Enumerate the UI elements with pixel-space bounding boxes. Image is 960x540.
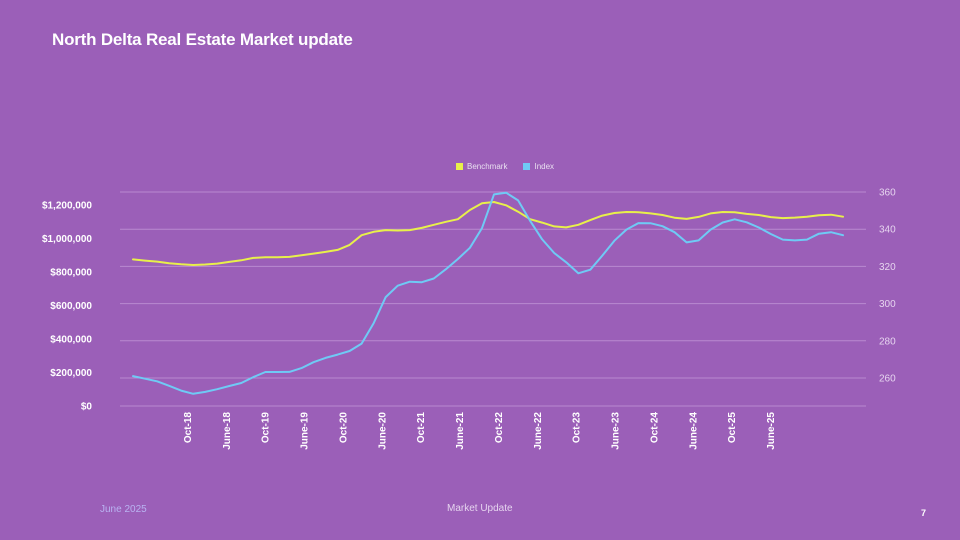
x-tick-label: Oct-18 — [183, 412, 194, 444]
x-tick-label: June-23 — [611, 412, 622, 450]
footer-title: Market Update — [447, 503, 513, 514]
footer-date: June 2025 — [100, 504, 147, 515]
legend-item-index: Index — [523, 162, 554, 171]
y-right-tick-label: 280 — [879, 336, 896, 347]
legend-swatch-benchmark — [456, 163, 463, 170]
x-tick-label: June-22 — [533, 412, 544, 450]
y-left-tick-label: $1,000,000 — [42, 234, 92, 245]
x-tick-label: June-25 — [766, 412, 777, 450]
series-line-index — [132, 191, 844, 395]
x-tick-label: Oct-23 — [572, 412, 583, 444]
x-tick-label: June-24 — [688, 412, 699, 450]
y-right-tick-label: 340 — [879, 225, 896, 236]
x-tick-label: Oct-25 — [727, 412, 738, 444]
legend-swatch-index — [523, 163, 531, 170]
x-tick-label: June-18 — [222, 412, 233, 450]
y-right-tick-label: 260 — [879, 374, 896, 385]
y-left-tick-label: $200,000 — [50, 368, 92, 379]
x-tick-label: Oct-22 — [494, 412, 505, 444]
page-number: 7 — [921, 508, 927, 518]
y-left-tick-label: $0 — [81, 402, 93, 413]
x-tick-label: Oct-24 — [649, 412, 660, 444]
slide-title: North Delta Real Estate Market update — [52, 30, 353, 49]
y-right-tick-label: 320 — [879, 262, 896, 273]
y-left-tick-label: $600,000 — [50, 301, 92, 312]
chart-legend: Benchmark Index — [456, 162, 554, 171]
x-tick-label: June-21 — [455, 412, 466, 450]
x-tick-label: June-20 — [377, 412, 388, 450]
series-line-benchmark — [132, 201, 844, 266]
y-left-tick-label: $400,000 — [50, 335, 92, 346]
y-left-tick-label: $1,200,000 — [42, 201, 92, 212]
legend-item-benchmark: Benchmark — [456, 162, 507, 171]
legend-label-index: Index — [534, 162, 555, 171]
x-tick-label: Oct-20 — [338, 412, 349, 444]
x-tick-label: Oct-21 — [416, 412, 427, 444]
y-right-tick-label: 300 — [879, 299, 896, 310]
y-right-tick-label: 360 — [879, 188, 896, 199]
y-left-tick-label: $800,000 — [50, 268, 92, 279]
x-tick-label: Oct-19 — [261, 412, 272, 444]
x-tick-label: June-19 — [300, 412, 311, 450]
legend-label-benchmark: Benchmark — [467, 162, 508, 171]
